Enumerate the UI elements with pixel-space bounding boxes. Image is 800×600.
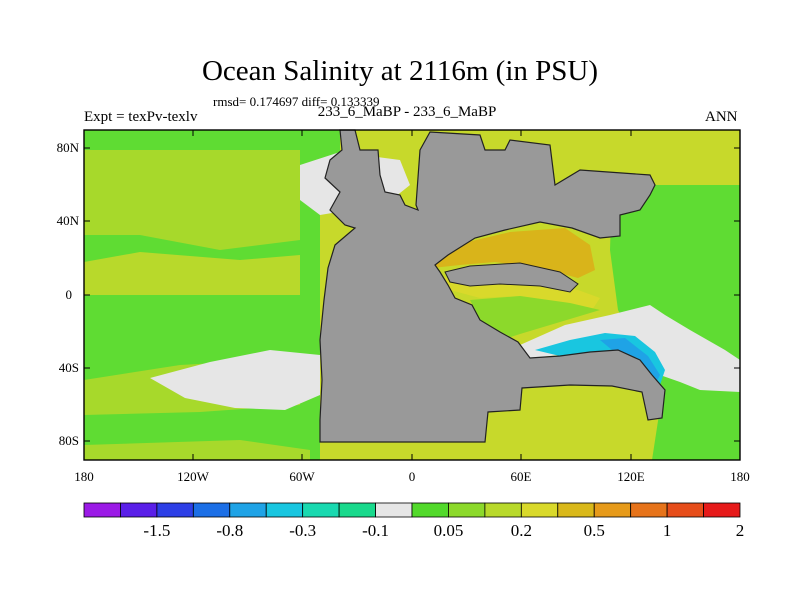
land-mass [319,129,666,443]
inland-sea-yellow-band [430,270,600,310]
colorbar-box [666,502,704,518]
colorbar-box [338,502,376,518]
lat-label-80n: 80N [57,140,80,155]
colorbar-box [411,502,449,518]
lat-label-40s: 40S [59,360,79,375]
lon-label-120w: 120W [177,469,210,484]
colorbar-box [520,502,559,518]
colorbar-box [448,502,486,518]
lon-label-180w: 180 [74,469,94,484]
lat-label-40n: 40N [57,213,80,228]
inland-channel-green [470,296,600,342]
colorbar-box [630,502,668,518]
map-panel [83,129,741,461]
season-label: ANN [705,109,738,125]
lon-label-60w: 60W [289,469,315,484]
southern-yellow-band [84,440,310,460]
lon-label-120e: 120E [617,469,645,484]
inland-sea-orange-region [432,228,595,278]
colorbar-label: 0.2 [511,521,532,540]
colorbar-box [302,502,340,518]
colorbar-box [557,502,595,518]
colorbar-label: 0.5 [584,521,605,540]
north-pacific-yellow-region [84,150,300,250]
inner-peninsula [444,262,579,293]
colorbar-label: -0.8 [216,521,243,540]
colorbar-box [265,502,304,518]
colorbar-box [83,502,121,518]
map-title: Ocean Salinity at 2116m (in PSU) [201,55,599,87]
colorbar-box [375,502,413,518]
colorbar-label: 2 [736,521,745,540]
colorbar-label: -0.1 [362,521,389,540]
colorbar-box [484,502,522,518]
lon-label-180e: 180 [730,469,750,484]
lat-label-80s: 80S [59,433,79,448]
period-label: 233_6_MaBP - 233_6_MaBP [317,104,497,120]
lon-label-0: 0 [409,469,416,484]
lon-label-60e: 60E [511,469,532,484]
tropical-pacific-yellow-region [84,252,300,295]
lat-label-0: 0 [66,287,73,302]
colorbar-box [192,502,231,518]
colorbar-label: 0.05 [434,521,464,540]
experiment-label: Expt = texPv-texlv [84,109,198,125]
colorbar-box [229,502,267,518]
colorbar-box [120,502,158,518]
colorbar-box [593,502,632,518]
lat-axis: 80N 40N 0 40S 80S [57,140,740,448]
colorbar-label: 1 [663,521,672,540]
south-pacific-white-region [150,350,320,410]
lon-axis: 180 120W 60W 0 60E 120E 180 [74,130,750,484]
colorbar-label: -0.3 [289,521,316,540]
colorbar-label: -1.5 [143,521,170,540]
colorbar-box [156,502,194,518]
stats-label: rmsd= 0.174697 diff= 0.133339 [213,94,380,109]
colorbar: -1.5 -0.8 -0.3 -0.1 0.05 0.2 0.5 1 2 [83,502,745,540]
colorbar-box [703,502,741,518]
